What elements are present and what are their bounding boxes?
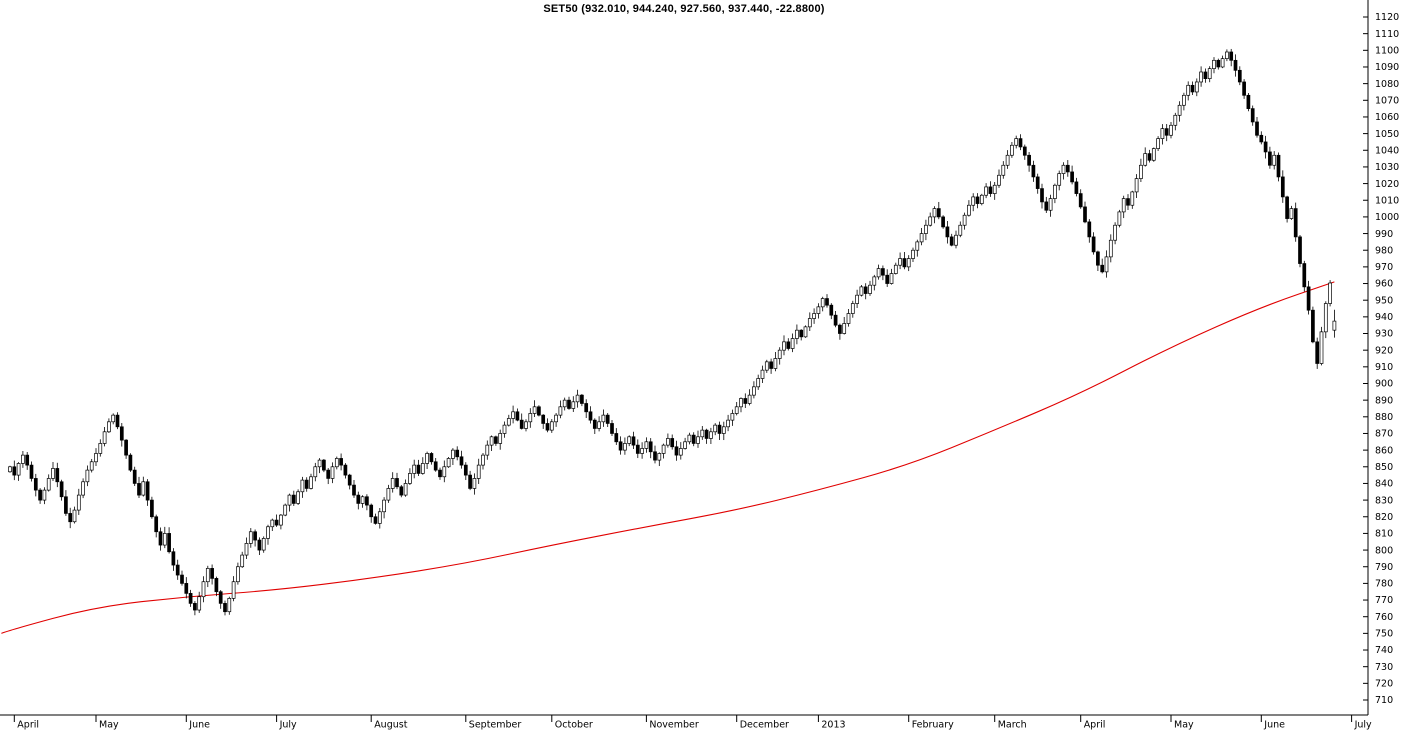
y-axis-label: 990 [1375,229,1393,240]
x-axis-label: May [1174,720,1194,731]
y-axis-label: 970 [1375,262,1393,273]
x-axis-label: August [374,720,408,731]
x-axis-label: April [17,720,39,731]
y-axis-label: 750 [1375,629,1393,640]
y-axis-label: 830 [1375,495,1393,506]
x-axis-label: November [649,720,699,731]
x-axis-label: February [912,720,954,731]
x-axis-label: July [1354,720,1372,731]
y-axis-label: 730 [1375,662,1393,673]
x-axis-label: December [740,720,789,731]
x-axis-label: March [998,720,1027,731]
y-axis-label: 790 [1375,562,1393,573]
y-axis-label: 840 [1375,479,1393,490]
y-axis-label: 1060 [1375,112,1399,123]
moving-average-line [1,281,1335,634]
x-axis-label: April [1084,720,1106,731]
y-axis-label: 720 [1375,679,1393,690]
chart-title: SET50 (932.010, 944.240, 927.560, 937.44… [543,3,825,15]
y-axis-label: 710 [1375,695,1393,706]
y-axis-label: 910 [1375,362,1393,373]
y-axis-label: 950 [1375,295,1393,306]
y-axis-label: 850 [1375,462,1393,473]
x-axis-label: June [188,720,210,731]
y-axis-label: 930 [1375,329,1393,340]
y-axis-label: 980 [1375,245,1393,256]
x-axis-label: June [1263,720,1285,731]
y-axis-label: 780 [1375,579,1393,590]
y-axis-label: 860 [1375,445,1393,456]
x-axis-label: October [555,720,593,731]
y-axis-label: 1120 [1375,12,1399,23]
y-axis-label: 1100 [1375,46,1399,57]
y-axis-label: 940 [1375,312,1393,323]
y-axis-label: 890 [1375,395,1393,406]
y-axis-label: 1040 [1375,145,1399,156]
y-axis-label: 800 [1375,545,1393,556]
y-axis-label: 960 [1375,279,1393,290]
y-axis-label: 1080 [1375,79,1399,90]
y-axis-label: 760 [1375,612,1393,623]
y-axis-label: 1030 [1375,162,1399,173]
y-axis-label: 1000 [1375,212,1399,223]
x-axis-label: 2013 [821,720,845,731]
y-axis-label: 1070 [1375,95,1399,106]
y-axis-label: 770 [1375,595,1393,606]
x-axis-label: July [279,720,297,731]
y-axis-label: 1110 [1375,29,1399,40]
y-axis-label: 1010 [1375,195,1399,206]
y-axis-label: 1090 [1375,62,1399,73]
y-axis-label: 880 [1375,412,1393,423]
y-axis-label: 900 [1375,379,1393,390]
y-axis-label: 820 [1375,512,1393,523]
y-axis-label: 870 [1375,429,1393,440]
y-axis-label: 740 [1375,645,1393,656]
y-axis-label: 1050 [1375,129,1399,140]
y-axis-label: 1020 [1375,179,1399,190]
x-axis-label: September [469,720,522,731]
candles [8,48,1337,616]
x-axis-label: May [99,720,119,731]
y-axis-label: 920 [1375,345,1393,356]
y-axis-label: 810 [1375,529,1393,540]
